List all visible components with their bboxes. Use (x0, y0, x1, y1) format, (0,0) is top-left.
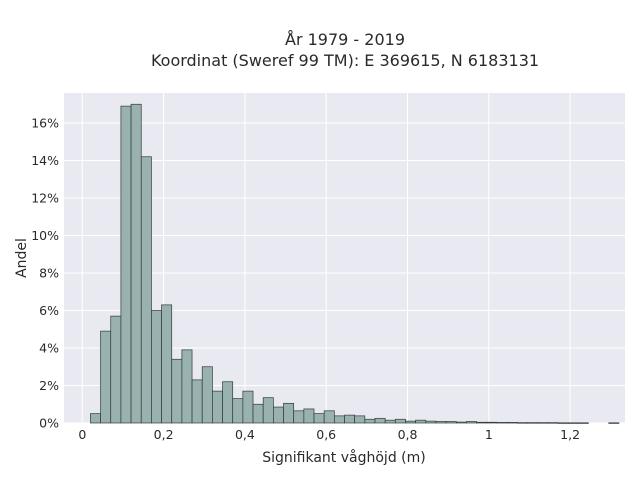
x-tick-label: 0,4 (235, 427, 255, 442)
histogram-bar (608, 422, 620, 424)
histogram-bar (445, 421, 457, 424)
histogram-bar (212, 390, 223, 424)
histogram-bar (222, 381, 234, 424)
histogram-bar (476, 421, 488, 424)
y-tick-label: 0% (39, 416, 59, 431)
histogram-bar (171, 358, 183, 424)
histogram-bar (466, 421, 477, 424)
histogram-bar (191, 379, 203, 424)
histogram-bar (567, 422, 579, 424)
x-tick-label: 0 (78, 427, 86, 442)
y-tick-label: 10% (31, 228, 59, 243)
histogram-bar (384, 419, 396, 424)
y-tick-label: 8% (39, 266, 59, 281)
histogram-bar (506, 422, 518, 424)
histogram-bar (303, 408, 315, 424)
histogram-bar (262, 397, 274, 424)
histogram-bar (405, 420, 416, 424)
histogram-bar (100, 330, 112, 424)
x-tick-label: 0,6 (316, 427, 336, 442)
histogram-bar (415, 419, 427, 424)
x-tick-label: 1,2 (560, 427, 580, 442)
histogram-bar (242, 390, 254, 424)
histogram-bar (161, 304, 173, 424)
histogram-bar (323, 410, 335, 424)
histogram-bar (496, 422, 508, 424)
histogram-bar (130, 103, 142, 424)
y-tick-label: 4% (39, 341, 59, 356)
histogram-bar (364, 418, 376, 424)
histogram-bar (577, 422, 589, 424)
chart-title-line-2: Koordinat (Sweref 99 TM): E 369615, N 61… (151, 51, 539, 70)
histogram-bar (90, 413, 101, 424)
histogram-bar (181, 349, 193, 424)
chart-title-line-1: År 1979 - 2019 (285, 30, 405, 49)
histogram-bar (283, 402, 295, 424)
histogram-bar (151, 310, 162, 424)
bars (90, 103, 620, 424)
x-tick-label: 0,8 (398, 427, 418, 442)
x-axis-ticks: 0 0,2 0,4 0,6 0,8 1 1,2 (78, 427, 580, 442)
y-tick-label: 16% (31, 116, 59, 131)
histogram-bar (344, 414, 356, 424)
y-axis-label: Andel (14, 238, 30, 278)
histogram-bar (374, 417, 386, 424)
histogram-bar (435, 421, 447, 424)
x-axis-label: Signifikant våghöjd (m) (262, 449, 425, 466)
y-tick-label: 12% (31, 191, 59, 206)
y-tick-label: 2% (39, 378, 59, 393)
histogram-bar (557, 422, 569, 424)
histogram-bar (394, 418, 406, 424)
x-tick-label: 0,2 (154, 427, 174, 442)
x-tick-label: 1 (485, 427, 493, 442)
histogram-bar (537, 422, 549, 424)
histogram-bar (527, 422, 538, 424)
histogram-bar (425, 420, 437, 424)
histogram-bar (140, 156, 152, 424)
histogram-bar (486, 421, 498, 424)
histogram-bar (252, 403, 264, 424)
histogram-bar (273, 406, 284, 424)
histogram-bar (232, 398, 244, 424)
histogram-bar (120, 105, 132, 424)
y-tick-label: 14% (31, 153, 59, 168)
histogram-bar (333, 415, 345, 424)
y-axis-ticks: 0% 2% 4% 6% 8% 10% 12% 14% 16% (31, 116, 59, 431)
histogram-bar (201, 366, 213, 424)
histogram-bar (455, 421, 467, 424)
histogram-bar (516, 422, 528, 424)
histogram-bar (293, 410, 305, 424)
y-tick-label: 6% (39, 303, 59, 318)
histogram-bar (313, 413, 325, 424)
histogram-bar (354, 415, 366, 424)
histogram-bar (547, 422, 559, 424)
histogram-bar (110, 315, 122, 424)
